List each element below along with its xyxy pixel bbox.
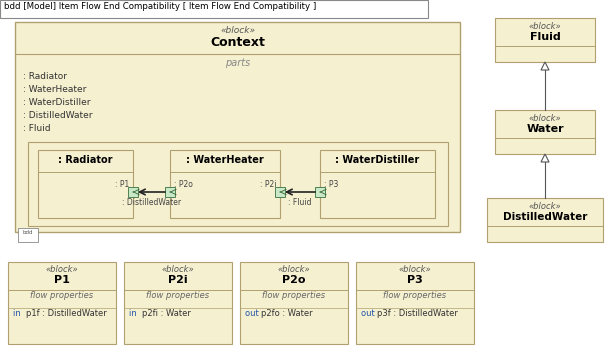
- Text: : DistilledWater: : DistilledWater: [122, 198, 181, 207]
- Polygon shape: [541, 62, 549, 70]
- Text: P2o: P2o: [282, 275, 306, 285]
- Bar: [240, 262, 348, 344]
- Text: : P2i: : P2i: [260, 180, 276, 189]
- Text: «block»: «block»: [46, 265, 78, 274]
- Text: flow properties: flow properties: [30, 291, 93, 300]
- Text: Context: Context: [210, 36, 265, 49]
- Bar: [38, 150, 133, 218]
- Text: parts: parts: [225, 58, 250, 68]
- Bar: [495, 18, 595, 62]
- Text: out: out: [245, 309, 262, 318]
- Bar: [15, 22, 460, 232]
- Bar: [275, 187, 285, 197]
- Bar: [487, 198, 603, 242]
- Text: «block»: «block»: [277, 265, 310, 274]
- Text: : P2o: : P2o: [174, 180, 193, 189]
- Bar: [165, 187, 175, 197]
- Bar: [356, 262, 474, 344]
- Bar: [0, 0, 428, 18]
- Text: flow properties: flow properties: [146, 291, 209, 300]
- Text: flow properties: flow properties: [262, 291, 325, 300]
- Text: bdd [Model] Item Flow End Compatibility [ Item Flow End Compatibility ]: bdd [Model] Item Flow End Compatibility …: [4, 2, 316, 11]
- Text: : Radiator: : Radiator: [58, 155, 113, 165]
- Bar: [170, 150, 280, 218]
- Text: in: in: [129, 309, 140, 318]
- Polygon shape: [541, 154, 549, 162]
- Bar: [28, 142, 448, 226]
- Text: p2fi : Water: p2fi : Water: [141, 309, 191, 318]
- Text: «block»: «block»: [529, 114, 561, 123]
- Text: p2fo : Water: p2fo : Water: [261, 309, 313, 318]
- Text: «block»: «block»: [529, 202, 561, 211]
- Text: flow properties: flow properties: [384, 291, 447, 300]
- Text: in: in: [13, 309, 24, 318]
- Text: : WaterDistiller: : WaterDistiller: [23, 98, 90, 107]
- Text: «block»: «block»: [399, 265, 432, 274]
- Text: Water: Water: [526, 124, 564, 134]
- Bar: [495, 110, 595, 154]
- Text: P1: P1: [54, 275, 70, 285]
- Bar: [128, 187, 138, 197]
- Text: «block»: «block»: [529, 22, 561, 31]
- Text: out: out: [361, 309, 378, 318]
- Text: : DistilledWater: : DistilledWater: [23, 111, 92, 120]
- Text: bdd: bdd: [22, 230, 33, 235]
- Bar: [320, 150, 435, 218]
- Text: : Fluid: : Fluid: [288, 198, 312, 207]
- Text: : WaterDistiller: : WaterDistiller: [336, 155, 419, 165]
- Bar: [315, 187, 325, 197]
- Bar: [18, 228, 38, 242]
- Text: «block»: «block»: [220, 26, 255, 35]
- Text: P3: P3: [407, 275, 423, 285]
- Bar: [124, 262, 232, 344]
- Bar: [8, 262, 116, 344]
- Text: p1f : DistilledWater: p1f : DistilledWater: [25, 309, 106, 318]
- Text: : WaterHeater: : WaterHeater: [23, 85, 86, 94]
- Text: Fluid: Fluid: [530, 32, 560, 42]
- Text: DistilledWater: DistilledWater: [503, 212, 587, 222]
- Text: : P1: : P1: [115, 180, 129, 189]
- Text: : P3: : P3: [324, 180, 338, 189]
- Text: P2i: P2i: [168, 275, 188, 285]
- Text: «block»: «block»: [161, 265, 194, 274]
- Text: : Fluid: : Fluid: [23, 124, 50, 133]
- Text: p3f : DistilledWater: p3f : DistilledWater: [377, 309, 458, 318]
- Text: : WaterHeater: : WaterHeater: [186, 155, 264, 165]
- Text: : Radiator: : Radiator: [23, 72, 67, 81]
